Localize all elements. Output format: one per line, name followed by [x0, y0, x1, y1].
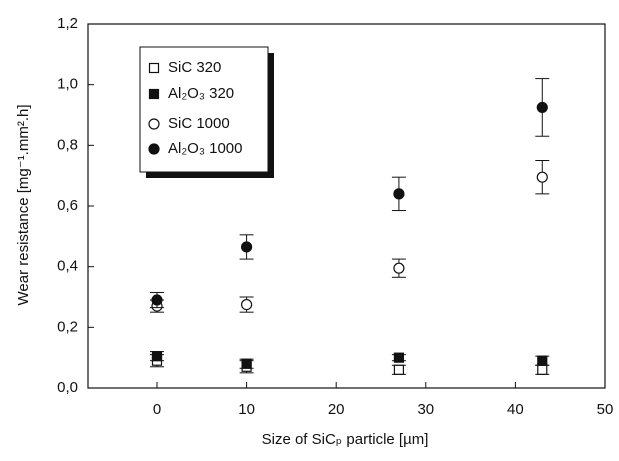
x-tick-label: 10: [238, 401, 255, 418]
data-point: [151, 294, 163, 306]
data-point: [240, 298, 253, 311]
data-point: [536, 101, 548, 114]
y-tick-label: 0,4: [57, 258, 78, 275]
data-point: [537, 364, 548, 375]
y-tick-label: 0,0: [57, 379, 78, 396]
legend: [139, 46, 269, 173]
legend-label: SiC 320: [168, 59, 221, 76]
legend-marker: [148, 118, 160, 130]
legend-label: Al₂O₃ 320: [168, 85, 234, 102]
x-tick-label: 50: [597, 401, 614, 418]
y-tick-label: 1,2: [57, 15, 78, 32]
x-tick-label: 0: [153, 401, 161, 418]
data-point: [151, 351, 163, 362]
y-tick-label: 1,0: [57, 76, 78, 93]
data-point: [537, 355, 548, 366]
data-point: [393, 364, 405, 375]
y-tick-label: 0,6: [57, 197, 78, 214]
legend-label: Al₂O₃ 1000: [168, 140, 242, 157]
data-point: [393, 188, 405, 200]
x-tick-label: 20: [328, 401, 345, 418]
legend-marker: [148, 88, 160, 100]
legend-label: SiC 1000: [168, 115, 230, 132]
data-point: [536, 171, 548, 183]
legend-marker: [148, 62, 160, 74]
y-tick-label: 0,8: [57, 136, 78, 153]
data-point: [393, 262, 405, 274]
x-tick-label: 40: [507, 401, 524, 418]
x-tick-label: 30: [417, 401, 434, 418]
data-point: [241, 358, 252, 369]
y-tick-label: 0,2: [57, 318, 78, 335]
data-point: [393, 352, 405, 363]
data-point: [240, 241, 253, 253]
x-axis-label: Size of SiCₚ particle [µm]: [262, 431, 429, 448]
legend-marker: [148, 143, 160, 155]
y-axis-label: Wear resistance [mg⁻¹.mm².h]: [15, 104, 32, 305]
